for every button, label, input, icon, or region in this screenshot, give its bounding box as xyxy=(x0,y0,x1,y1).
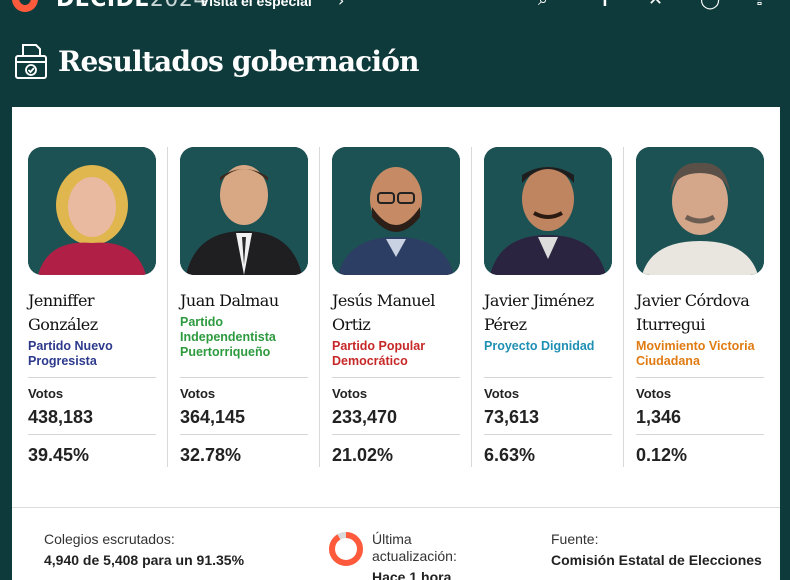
share-icon[interactable]: ⇪ xyxy=(752,0,767,10)
votes-value: 1,346 xyxy=(636,407,682,427)
votes-value: 73,613 xyxy=(484,407,540,427)
candidate-name: Javier Jiménez Pérez xyxy=(484,291,594,334)
progress-arc xyxy=(329,532,363,566)
x-icon[interactable]: ✕ xyxy=(648,0,663,10)
whatsapp-icon[interactable]: ◯ xyxy=(700,0,720,10)
candidate-list: Jenniffer González Partido Nuevo Progres… xyxy=(28,147,788,467)
update-value: Hace 1 hora xyxy=(372,569,452,580)
vote-percent: 39.45% xyxy=(28,445,90,465)
vote-percent: 32.78% xyxy=(180,445,242,465)
candidate-card[interactable]: Jenniffer González Partido Nuevo Progres… xyxy=(28,147,180,467)
page-title: Resultados gobernación xyxy=(58,44,420,78)
update-label: Última xyxy=(372,531,412,547)
votes-label: Votos xyxy=(484,386,520,401)
card-divider xyxy=(12,507,780,508)
votes-value: 438,183 xyxy=(28,407,94,427)
chevron-right-icon[interactable]: › xyxy=(338,0,345,10)
votes-value: 233,470 xyxy=(332,407,398,427)
source-value: Comisión Estatal de Elecciones xyxy=(551,552,762,568)
candidate-name: Jesús Manuel Ortiz xyxy=(332,291,435,334)
vote-percent: 21.02% xyxy=(332,445,394,465)
page-header: Resultados gobernación xyxy=(14,40,420,82)
last-update-info: Última actualización: Hace 1 hora xyxy=(372,531,457,580)
candidate-card[interactable]: Juan Dalmau Partido Independentista Puer… xyxy=(180,147,332,467)
votes-label: Votos xyxy=(636,386,672,401)
precincts-info: Colegios escrutados: 4,940 de 5,408 para… xyxy=(44,531,244,569)
special-link[interactable]: Visita el especial xyxy=(200,0,312,9)
precincts-label: Colegios escrutados: xyxy=(44,531,175,547)
votes-label: Votos xyxy=(332,386,368,401)
candidate-photo xyxy=(484,147,612,275)
votes-label: Votos xyxy=(28,386,64,401)
party-name: Movimiento Victoria Ciudadana xyxy=(636,339,755,368)
vote-percent: 6.63% xyxy=(484,445,536,465)
results-card: Jenniffer González Partido Nuevo Progres… xyxy=(12,107,780,580)
source-info: Fuente: Comisión Estatal de Elecciones xyxy=(551,531,762,569)
source-label: Fuente: xyxy=(551,531,599,547)
ballot-box-icon xyxy=(15,44,47,79)
candidate-photo xyxy=(332,147,460,275)
votes-label: Votos xyxy=(180,386,216,401)
candidate-card[interactable]: Jesús Manuel Ortiz Partido Popular Democ… xyxy=(332,147,484,467)
party-name: Partido Nuevo Progresista xyxy=(28,339,113,368)
candidate-card[interactable]: Javier Jiménez Pérez Proyecto Dignidad V… xyxy=(484,147,636,467)
logo[interactable]: DECIDE2024 xyxy=(56,0,208,12)
candidate-name: Javier Córdova Iturregui xyxy=(636,291,750,334)
candidate-name: Jenniffer González xyxy=(28,291,98,334)
votes-value: 364,145 xyxy=(180,407,246,427)
candidate-photo xyxy=(28,147,156,275)
update-label-cont: actualización: xyxy=(372,548,457,564)
candidate-name: Juan Dalmau xyxy=(180,291,279,310)
party-name: Partido Independentista Puertorriqueño xyxy=(180,315,276,359)
candidate-photo xyxy=(180,147,308,275)
search-icon[interactable]: ⌕ xyxy=(538,0,548,10)
logo-mark[interactable] xyxy=(12,0,38,12)
candidate-photo xyxy=(636,147,764,275)
party-name: Proyecto Dignidad xyxy=(484,339,595,353)
progress-donut xyxy=(329,532,363,566)
heart-icon xyxy=(19,0,31,5)
vote-percent: 0.12% xyxy=(636,445,688,465)
party-name: Partido Popular Democrático xyxy=(332,339,426,368)
facebook-icon[interactable]: f xyxy=(602,0,608,10)
candidate-card[interactable]: Javier Córdova Iturregui Movimiento Vict… xyxy=(636,147,788,467)
precincts-value: 4,940 de 5,408 para un 91.35% xyxy=(44,552,245,568)
top-bar: DECIDE2024 Visita el especial › ⌕ f ✕ ◯ … xyxy=(0,0,790,14)
